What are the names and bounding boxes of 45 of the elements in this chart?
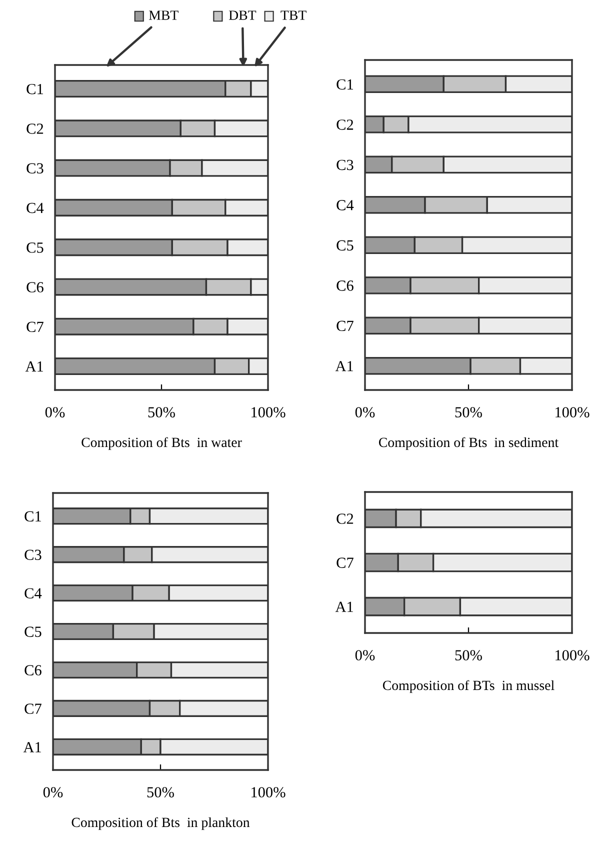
y-tick-label: C2 [336, 120, 354, 130]
y-tick-label: C1 [336, 79, 353, 90]
legend-label: MBT [148, 10, 178, 20]
y-tick-label: C1 [24, 511, 41, 522]
y-tick-label: C3 [24, 550, 42, 560]
y-tick-label: C3 [26, 163, 44, 174]
y-tick-label: C4 [24, 588, 42, 598]
y-tick-label: C7 [336, 558, 354, 568]
y-tick-label: C5 [24, 626, 42, 637]
y-tick-label: A1 [23, 742, 41, 752]
x-tick-label: 0% [45, 407, 65, 418]
y-tick-label: C4 [336, 200, 354, 210]
y-tick-label: C7 [26, 322, 44, 332]
y-tick-label: C4 [26, 202, 44, 214]
y-tick-label: C5 [336, 240, 354, 251]
y-tick-label: A1 [25, 361, 43, 372]
x-tick-label: 0% [355, 407, 375, 418]
x-axis-title: Composition of Bts in water [82, 437, 242, 450]
legend-label: TBT [280, 10, 306, 20]
x-tick-label: 0% [355, 650, 375, 660]
x-tick-label: 50% [148, 407, 175, 418]
x-axis-title: Composition of Bts in plankton [72, 817, 250, 830]
y-tick-label: C6 [336, 280, 354, 291]
x-axis-title: Composition of Bts in sediment [378, 437, 559, 450]
x-tick-label: 100% [252, 787, 286, 798]
y-tick-label: A1 [335, 361, 353, 372]
y-tick-label: C7 [24, 704, 42, 714]
y-tick-label: C3 [336, 160, 354, 170]
y-tick-label: A1 [335, 602, 353, 612]
x-tick-label: 0% [43, 787, 63, 798]
x-tick-label: 50% [455, 407, 482, 418]
x-tick-label: 50% [147, 787, 174, 798]
y-tick-label: C1 [26, 84, 43, 94]
legend-label: DBT [228, 10, 256, 20]
x-tick-label: 100% [252, 407, 286, 418]
x-tick-label: 100% [556, 650, 590, 660]
y-tick-label: C5 [26, 242, 44, 253]
x-axis-title: Composition of BTs in mussel [382, 680, 554, 693]
y-tick-label: C7 [336, 320, 354, 332]
y-tick-label: C6 [24, 665, 42, 676]
x-tick-label: 50% [455, 650, 482, 660]
y-tick-label: C2 [26, 124, 44, 134]
y-tick-label: C6 [26, 282, 44, 292]
y-tick-label: C2 [336, 514, 354, 524]
x-tick-label: 100% [556, 407, 590, 418]
